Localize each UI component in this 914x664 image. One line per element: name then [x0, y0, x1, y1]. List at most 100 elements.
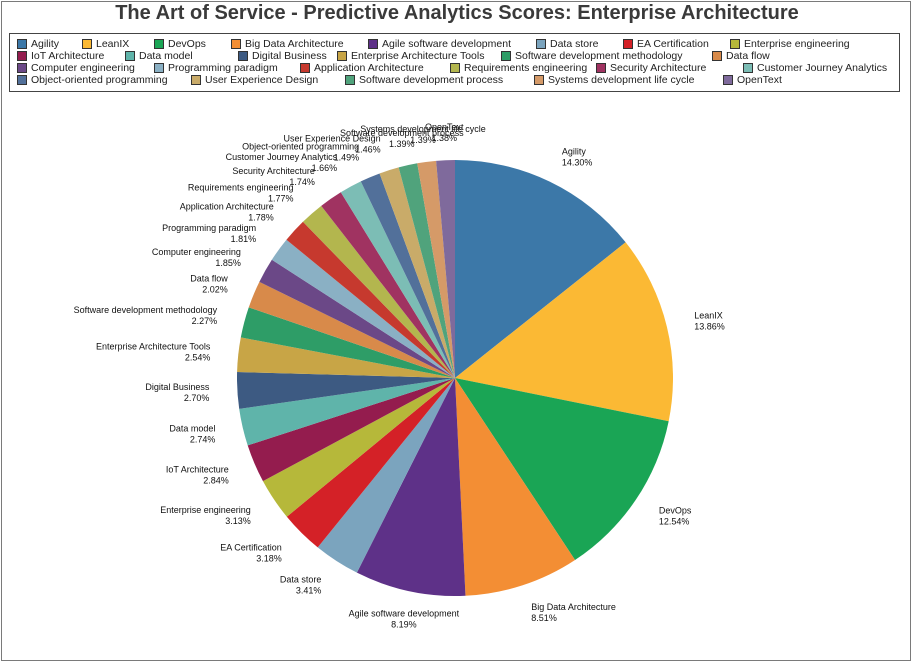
chart-legend: Agility LeanIX DevOps Big Data Architect… — [9, 33, 900, 92]
slice-label-value: 2.84% — [203, 476, 229, 486]
pie-slice — [455, 378, 576, 596]
legend-swatch — [337, 51, 347, 61]
slice-label-name: DevOps — [659, 506, 692, 516]
legend-label: Digital Business — [252, 50, 327, 62]
legend-label: Security Architecture — [610, 62, 707, 74]
legend-label: Software development process — [359, 74, 504, 86]
legend-item: Data model — [125, 50, 193, 62]
slice-label-name: Application Architecture — [180, 202, 274, 212]
slice-label-value: 2.70% — [184, 393, 210, 403]
pie-slice — [237, 337, 455, 378]
pie-slice — [286, 378, 455, 548]
legend-swatch — [238, 51, 248, 61]
legend-swatch — [501, 51, 511, 61]
slice-label-name: Software development methodology — [74, 305, 218, 315]
legend-swatch — [743, 63, 753, 73]
legend-item: Object-oriented programming — [17, 74, 168, 86]
slice-label-name: Enterprise Architecture Tools — [96, 342, 211, 352]
slice-label-name: Data model — [169, 424, 215, 434]
legend-item: EA Certification — [623, 38, 709, 50]
legend-label: Systems development life cycle — [548, 74, 695, 86]
slice-label-name: Agility — [562, 146, 587, 156]
legend-label: DevOps — [168, 38, 206, 50]
legend-label: Agility — [31, 38, 60, 50]
slice-label-name: Requirements engineering — [188, 183, 294, 193]
legend-item: Big Data Architecture — [231, 38, 344, 50]
slice-label-name: Computer engineering — [152, 247, 241, 257]
legend-item: IoT Architecture — [17, 50, 104, 62]
slice-label-name: EA Certification — [220, 543, 282, 553]
legend-item: DevOps — [154, 38, 206, 50]
slice-label-value: 8.19% — [391, 620, 417, 630]
slice-label-value: 2.54% — [185, 353, 211, 363]
slice-label-name: Software development process — [340, 128, 464, 138]
legend-swatch — [723, 75, 733, 85]
pie-slice — [236, 372, 455, 409]
legend-swatch — [17, 51, 27, 61]
legend-item: Agile software development — [368, 38, 511, 50]
slice-label-value: 2.74% — [190, 435, 216, 445]
pie-slice — [247, 378, 455, 482]
legend-item: Data store — [536, 38, 598, 50]
legend-item: Computer engineering — [17, 62, 135, 74]
legend-label: LeanIX — [96, 38, 130, 50]
pie-slice — [455, 242, 674, 422]
legend-swatch — [368, 39, 378, 49]
slice-label-value: 1.39% — [389, 139, 415, 149]
slice-label-value: 1.66% — [312, 163, 338, 173]
legend-label: OpenText — [737, 74, 782, 86]
legend-item: LeanIX — [82, 38, 129, 50]
legend-swatch — [154, 39, 164, 49]
legend-swatch — [154, 63, 164, 73]
legend-swatch — [17, 63, 27, 73]
legend-swatch — [730, 39, 740, 49]
pie-slice — [262, 378, 455, 517]
pie-slice — [417, 160, 455, 378]
slice-label-value: 1.85% — [215, 258, 241, 268]
pie-slice — [340, 181, 455, 378]
legend-item: Data flow — [712, 50, 770, 62]
legend-item: OpenText — [723, 74, 782, 86]
slice-label-value: 8.51% — [531, 613, 557, 623]
slice-label-value: 1.39% — [410, 135, 436, 145]
legend-item: Systems development life cycle — [534, 74, 694, 86]
chart-title: The Art of Service - Predictive Analytic… — [115, 2, 799, 24]
legend-item: Security Architecture — [596, 62, 706, 74]
slice-label-value: 14.30% — [562, 157, 593, 167]
slice-label-name: User Experience Design — [284, 134, 381, 144]
legend-label: EA Certification — [637, 38, 709, 50]
legend-item: User Experience Design — [191, 74, 318, 86]
pie-slice — [259, 259, 455, 378]
legend-swatch — [712, 51, 722, 61]
pie-slice — [379, 167, 455, 378]
legend-swatch — [536, 39, 546, 49]
legend-label: Requirements engineering — [464, 62, 588, 74]
legend-item: Digital Business — [238, 50, 327, 62]
legend-label: User Experience Design — [205, 74, 319, 86]
legend-swatch — [125, 51, 135, 61]
slice-label-value: 1.74% — [289, 177, 315, 187]
pie-slice — [360, 173, 455, 378]
legend-label: IoT Architecture — [31, 50, 105, 62]
legend-label: Application Architecture — [314, 62, 424, 74]
slice-label-name: Customer Journey Analytics — [226, 152, 338, 162]
legend-item: Customer Journey Analytics — [743, 62, 887, 74]
legend-label: Programming paradigm — [168, 62, 278, 74]
legend-swatch — [623, 39, 633, 49]
legend-label: Object-oriented programming — [31, 74, 168, 86]
